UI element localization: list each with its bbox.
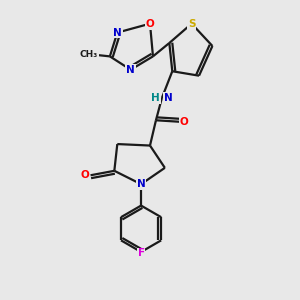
Text: CH₃: CH₃: [80, 50, 98, 59]
Text: N: N: [126, 65, 135, 75]
Text: S: S: [188, 19, 195, 29]
Text: N: N: [164, 93, 173, 103]
Text: N: N: [137, 179, 146, 189]
Text: F: F: [137, 248, 145, 258]
Text: O: O: [81, 170, 90, 180]
Text: H: H: [151, 93, 160, 103]
Text: N: N: [113, 28, 122, 38]
Text: O: O: [180, 117, 189, 127]
Text: O: O: [146, 19, 154, 29]
